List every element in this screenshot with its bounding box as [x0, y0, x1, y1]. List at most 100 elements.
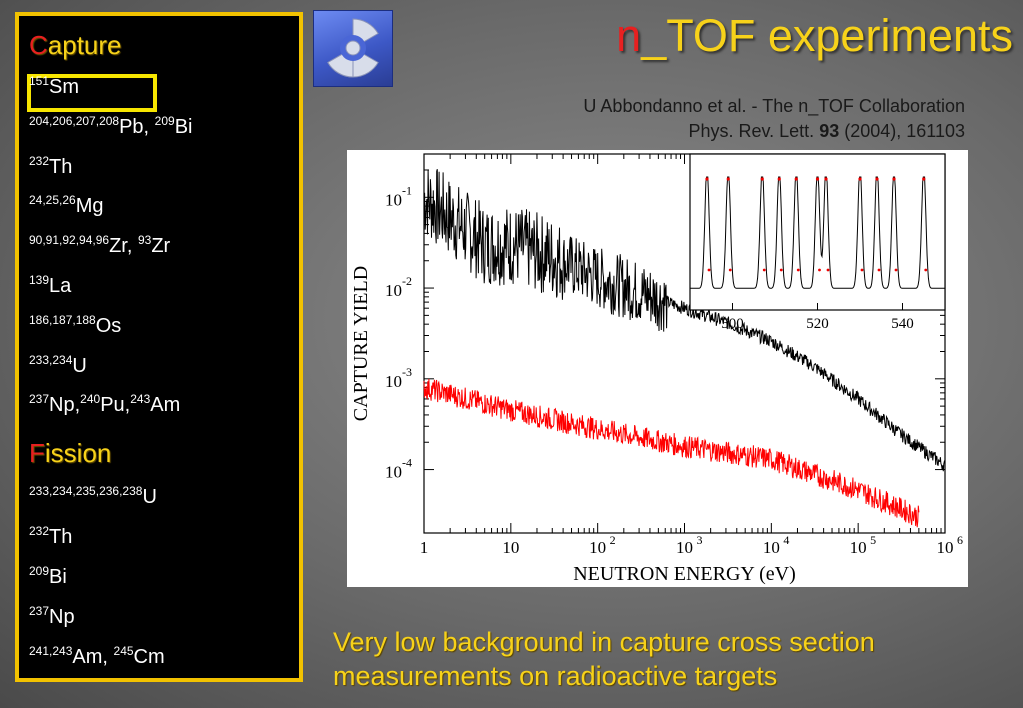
x-tick-label: 10 — [589, 538, 606, 557]
mass-number: 237 — [29, 604, 50, 618]
element-symbol: Pu, — [100, 394, 131, 417]
element-symbol: Mg — [75, 195, 104, 218]
element-symbol: U — [142, 486, 157, 508]
inset-data-point — [777, 177, 781, 181]
element-symbol: Bi — [49, 566, 67, 588]
capture-item: 24,25,26Mg — [29, 193, 104, 218]
mass-number: 204,206,207,208 — [29, 113, 120, 128]
capture-item: 90,91,92,94,96Zr, 93Zr — [29, 233, 170, 258]
inset-data-point — [796, 268, 800, 272]
x-tick-label: 10 — [676, 538, 693, 557]
fission-item: 232Th — [29, 524, 73, 549]
caption-line-2: measurements on radioactive targets — [333, 661, 778, 691]
x-tick-exponent: 3 — [697, 533, 703, 547]
inset-data-point — [858, 177, 862, 181]
inset-tick-label: 500 — [721, 316, 744, 332]
x-tick-label: 10 — [502, 538, 519, 557]
inset-data-point — [818, 268, 821, 272]
inset-data-point — [824, 177, 828, 181]
inset-line — [690, 176, 945, 289]
mass-number: 93 — [137, 233, 152, 248]
mass-number: 90,91,92,94,96 — [29, 233, 110, 248]
x-axis-label: NEUTRON ENERGY (eV) — [573, 563, 796, 585]
isotope-list: Capture 151Sm 204,206,207,208Pb, 209Bi 232… — [29, 16, 293, 678]
capture-yield-chart: 1 10 10 2 10 3 10 4 10 5 10 6 10 -1 10 -2 10 -3 10 -4 NEUTRO… — [347, 150, 968, 587]
caption-line-1: Very low background in capture cross sec… — [333, 627, 875, 657]
capture-item: 204,206,207,208Pb, 209Bi — [29, 113, 193, 139]
fission-item: 233,234,235,236,238U — [29, 484, 157, 509]
element-symbol: Sm — [49, 76, 80, 98]
element-symbol: Am, — [72, 646, 114, 668]
inset-data-point — [894, 268, 898, 272]
inset-data-point — [875, 177, 879, 181]
mass-number: 209 — [29, 564, 50, 578]
isotope-list-panel: Capture 151Sm 204,206,207,208Pb, 209Bi 232… — [15, 12, 303, 682]
x-tick-exponent: 5 — [870, 533, 876, 547]
inset-data-point — [892, 177, 896, 181]
element-symbol: Pb, — [119, 115, 155, 138]
x-tick-label: 1 — [420, 538, 429, 557]
caption: Very low background in capture cross sec… — [333, 625, 983, 693]
chart-svg: 1 10 10 2 10 3 10 4 10 5 10 610 -110 -210 -310 -4NEUTRO… — [350, 153, 963, 585]
mass-number: 240 — [80, 392, 101, 407]
capture-item: 232Th — [29, 153, 73, 179]
inset-data-point — [779, 268, 783, 272]
inset-data-point — [726, 177, 730, 181]
x-tick-exponent: 4 — [783, 533, 789, 547]
element-symbol: Np, — [49, 394, 81, 417]
inset-data-point — [924, 268, 928, 272]
inset-data-point — [762, 268, 766, 272]
mass-number: 24,25,26 — [29, 193, 76, 208]
mass-number: 232 — [29, 153, 50, 168]
inset-data-point — [922, 177, 926, 181]
element-symbol: Am — [150, 394, 181, 417]
element-symbol: Th — [49, 155, 73, 178]
inset-data-point — [728, 268, 732, 272]
element-symbol: Os — [95, 314, 122, 337]
mass-number: 245 — [113, 644, 134, 658]
capture-item: 233,234U — [29, 352, 87, 378]
fission-item: 209Bi — [29, 564, 67, 589]
mass-number: 241,243 — [29, 644, 73, 658]
capture-item: 151Sm — [29, 74, 80, 99]
element-symbol: Zr, — [109, 235, 138, 258]
capture-heading: Capture — [29, 30, 122, 60]
y-axis-label: CAPTURE YIELD — [350, 266, 372, 421]
inset-data-point — [707, 268, 711, 272]
capture-item: 186,187,188Os — [29, 312, 122, 338]
element-symbol: Np — [49, 606, 75, 628]
selection-highlight — [27, 74, 157, 112]
inset-tick-label: 520 — [806, 316, 829, 332]
inset-data-point — [826, 268, 830, 272]
mass-number: 209 — [154, 113, 175, 128]
mass-number: 139 — [29, 273, 50, 287]
x-tick-label: 10 — [937, 538, 954, 557]
y-tick-exponent: -4 — [402, 456, 412, 470]
fission-heading: Fission — [29, 438, 112, 468]
inset-data-point — [815, 177, 820, 181]
mass-number: 232 — [29, 524, 50, 538]
x-tick-label: 10 — [850, 538, 867, 557]
inset-data-point — [877, 268, 881, 272]
mass-number: 186,187,188 — [29, 312, 96, 327]
x-tick-exponent: 6 — [957, 533, 963, 547]
y-tick-label: 10 — [385, 372, 402, 391]
element-symbol: La — [49, 275, 72, 297]
element-symbol: Th — [49, 526, 73, 548]
inset-data-point — [760, 177, 764, 181]
page-title: n_TOF experiments — [616, 10, 1013, 61]
element-symbol: U — [72, 354, 87, 377]
capture-item: 237Np,240Pu,243Am — [29, 392, 181, 417]
inset-data-point — [794, 177, 798, 181]
series-red-line — [423, 378, 920, 528]
mass-number: 237 — [29, 392, 50, 407]
inset-tick-label: 540 — [891, 316, 914, 332]
fission-item: 237Np — [29, 604, 75, 629]
y-tick-exponent: -1 — [402, 183, 412, 197]
mass-number: 233,234 — [29, 352, 73, 367]
x-tick-label: 10 — [763, 538, 780, 557]
radiation-icon — [313, 10, 393, 87]
mass-number: 243 — [130, 392, 151, 407]
y-tick-label: 10 — [385, 463, 402, 482]
reference-authors: U Abbondanno et al. - The n_TOF Collabor… — [583, 96, 965, 116]
